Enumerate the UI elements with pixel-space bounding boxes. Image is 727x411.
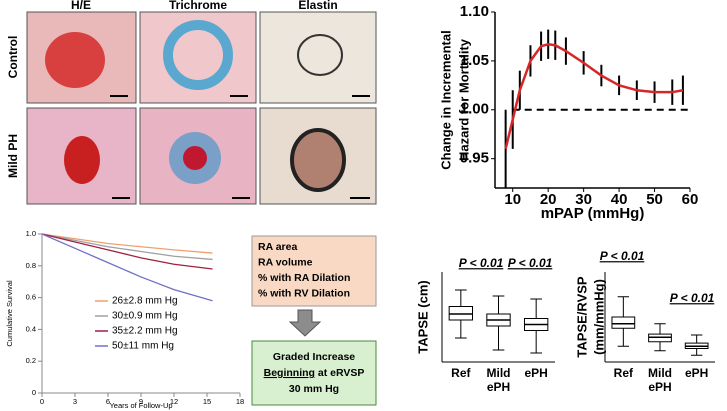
p-value: P < 0.01 [670, 291, 715, 305]
underlined-word: Beginning [264, 367, 315, 379]
x-tick-label: 6 [106, 397, 110, 406]
column-title: Elastin [298, 0, 337, 12]
y-axis-label: Change in Incremental [438, 30, 453, 169]
x-tick-label: ePH [685, 366, 708, 380]
column-title: Trichrome [169, 0, 227, 12]
x-tick-label: 60 [682, 191, 699, 208]
p-value: P < 0.01 [508, 256, 553, 270]
x-tick-label: 10 [504, 191, 521, 208]
y-tick-label: 1.10 [460, 3, 489, 20]
legend-label: 35±2.2 mm Hg [112, 326, 178, 337]
series-line [41, 233, 213, 261]
y-tick-label: 1.0 [26, 229, 36, 238]
legend-label: 30±0.9 mm Hg [112, 311, 178, 322]
x-axis-label: mPAP (mmHg) [541, 205, 645, 222]
result-box [251, 340, 377, 406]
measure: % with RV Dilation [258, 287, 350, 299]
label-line: Mild [648, 366, 672, 380]
label-line: ePH [648, 380, 671, 394]
row-label: Control [6, 36, 20, 79]
histology-panel [26, 11, 377, 205]
y-tick-label: 1.05 [460, 52, 489, 69]
measure: RA area [258, 241, 297, 253]
x-tick-label: 50 [646, 191, 663, 208]
x-axis-label: Years of Follow-Up [109, 401, 172, 410]
x-tick-label: 9 [139, 397, 143, 406]
y-tick-label: 0.6 [26, 293, 36, 302]
y-tick-label: 1.00 [460, 101, 489, 118]
y-axis-label: TAPSE/RVSP [574, 276, 589, 357]
label-line: Mild [487, 366, 511, 380]
x-tick-label: Mild ePH [487, 366, 511, 394]
x-tick-label: Ref [614, 366, 634, 380]
y-axis-label: (mm/mmHg) [591, 279, 606, 355]
rest: at eRVSP [315, 367, 364, 379]
result-line: Graded Increase [273, 351, 355, 363]
y-axis-label: TAPSE (cm) [415, 280, 430, 353]
box [611, 316, 636, 329]
x-tick-label: 15 [203, 397, 211, 406]
x-tick-label: 40 [611, 191, 628, 208]
x-tick-label: 20 [540, 191, 557, 208]
series-line [41, 233, 213, 270]
series-line [41, 233, 213, 254]
column-title: H/E [71, 0, 91, 12]
x-tick-label: 12 [170, 397, 178, 406]
y-tick-label: 0.95 [460, 150, 489, 167]
legend-label: 26±2.8 mm Hg [112, 296, 178, 307]
result-line: 30 mm Hg [289, 383, 339, 395]
measure: RA volume [258, 256, 313, 268]
arrow [288, 309, 322, 337]
x-tick-label: 3 [73, 397, 77, 406]
p-value: P < 0.01 [459, 256, 504, 270]
series-line [504, 42, 684, 150]
x-tick-label: ePH [524, 366, 547, 380]
y-axis-label: Hazard for Mortality [456, 38, 471, 161]
measure: % with RA Dilation [258, 272, 350, 284]
x-tick-label: 0 [40, 397, 44, 406]
result-line: Beginning at eRVSP [264, 367, 365, 379]
p-value: P < 0.01 [600, 249, 645, 263]
x-tick-label: Mild ePH [648, 366, 672, 394]
label-line: ePH [487, 380, 510, 394]
y-tick-label: 0.2 [26, 356, 36, 365]
measures-box [251, 235, 377, 307]
y-tick-label: 0 [32, 388, 36, 397]
x-tick-label: 30 [575, 191, 592, 208]
legend-label: 50±11 mm Hg [112, 341, 174, 352]
y-tick-label: 0.8 [26, 261, 36, 270]
y-axis-label: Cumulative Survival [5, 280, 14, 347]
y-tick-label: 0.4 [26, 324, 36, 333]
row-label: Mild PH [6, 134, 20, 178]
x-tick-label: Ref [451, 366, 471, 380]
series-line [41, 233, 213, 302]
x-tick-label: 18 [236, 397, 244, 406]
